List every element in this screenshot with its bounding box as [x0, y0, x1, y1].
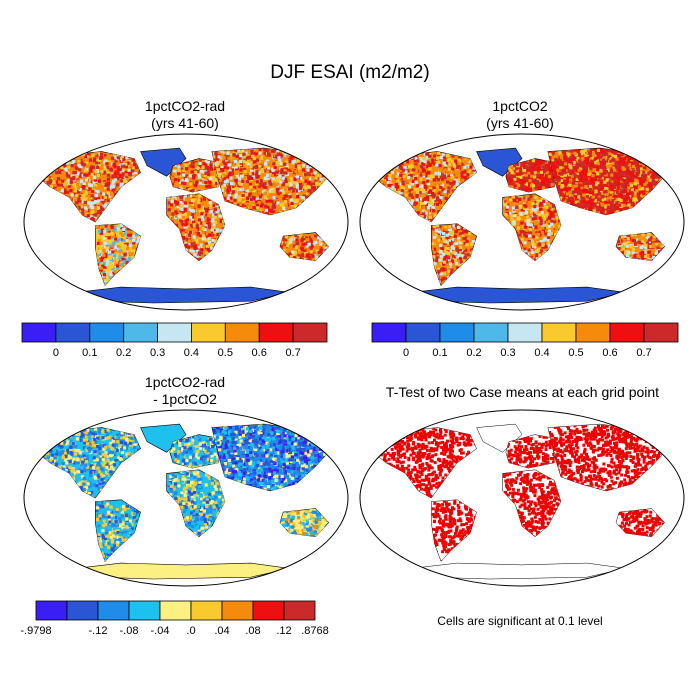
colorbar-box — [190, 600, 223, 621]
colorbar-tick-label: .0 — [186, 625, 195, 637]
colorbar-tick-label: 0.4 — [534, 347, 549, 359]
colorbar-box — [157, 322, 192, 343]
colorbar-2: 0 0.1 0.2 0.3 0.4 0.5 0.6 0.7 — [371, 322, 679, 359]
panel1-title-line2: (yrs 41-60) — [151, 115, 219, 131]
colorbar-tick-label: -.9798 — [20, 625, 51, 637]
colorbar-box — [55, 322, 91, 343]
map-border — [359, 409, 685, 587]
map-panel-1 — [23, 133, 349, 311]
colorbar-tick-label: .08 — [245, 625, 260, 637]
map-border — [23, 133, 349, 311]
colorbar-box — [97, 600, 130, 621]
colorbar-box — [541, 322, 577, 343]
colorbar-tick-label: -.04 — [151, 625, 170, 637]
panel2-title-line2: (yrs 41-60) — [486, 115, 554, 131]
map-panel-2 — [359, 133, 685, 311]
colorbar-box — [258, 322, 294, 343]
significance-note: Cells are significant at 0.1 level — [437, 614, 603, 628]
colorbar-tick-label: .12 — [276, 625, 291, 637]
panel4-title-line1: T-Test of two Case means at each grid po… — [385, 384, 660, 400]
colorbar-box — [371, 322, 407, 343]
colorbar-box — [89, 322, 125, 343]
colorbar-tick-label: -.12 — [89, 625, 108, 637]
colorbar-tick-label: 0 — [403, 347, 409, 359]
colorbar-box — [283, 600, 316, 621]
figure-title: DJF ESAI (m2/m2) — [270, 62, 430, 83]
colorbar-box — [123, 322, 158, 343]
colorbar-tick-label: 0.6 — [602, 347, 617, 359]
colorbar-tick-label: .04 — [214, 625, 229, 637]
colorbar-box — [609, 322, 645, 343]
colorbar-tick-label: 0.7 — [285, 347, 300, 359]
map-border — [23, 409, 349, 587]
colorbar-box — [224, 322, 260, 343]
panel1-title-line1: 1pctCO2-rad — [144, 98, 226, 114]
colorbar-box — [128, 600, 161, 621]
colorbar-tick-label: 0.6 — [252, 347, 267, 359]
panel2-title: 1pctCO2 (yrs 41-60) — [360, 98, 680, 132]
map-panel-4 — [359, 409, 685, 587]
map-border — [359, 133, 685, 311]
colorbar-box — [159, 600, 192, 621]
panel3-title-line1: 1pctCO2-rad — [144, 374, 226, 390]
colorbar-tick-label: 0.5 — [218, 347, 233, 359]
colorbar-box — [292, 322, 328, 343]
colorbar-box — [21, 322, 57, 343]
colorbar-1: 0 0.1 0.2 0.3 0.4 0.5 0.6 0.7 — [21, 322, 328, 359]
colorbar-box — [252, 600, 285, 621]
colorbar-tick-label: 0.2 — [116, 347, 131, 359]
panel4-title: T-Test of two Case means at each grid po… — [350, 384, 695, 401]
colorbar-box — [35, 600, 68, 621]
colorbar-3: -.9798 -.12 -.08 -.04 .0 .04 .08 .12 .8768 — [20, 600, 329, 637]
panel3-title-line2: - 1pctCO2 — [153, 391, 217, 407]
colorbar-box — [221, 600, 254, 621]
panel1-title: 1pctCO2-rad (yrs 41-60) — [25, 98, 345, 132]
colorbar-box — [405, 322, 441, 343]
colorbar-tick-label: 0.7 — [636, 347, 651, 359]
colorbar-box — [473, 322, 509, 343]
colorbar-box — [66, 600, 99, 621]
colorbar-tick-label: 0.1 — [432, 347, 447, 359]
colorbar-box — [190, 322, 226, 343]
colorbar-box — [643, 322, 679, 343]
colorbar-tick-label: 0.1 — [82, 347, 97, 359]
panel3-title: 1pctCO2-rad - 1pctCO2 — [25, 374, 345, 408]
colorbar-tick-label: 0.4 — [184, 347, 199, 359]
colorbar-tick-label: 0.5 — [568, 347, 583, 359]
colorbar-tick-label: .8768 — [301, 625, 329, 637]
map-panel-3 — [23, 409, 349, 587]
colorbar-box — [507, 322, 543, 343]
colorbar-tick-label: 0 — [53, 347, 59, 359]
colorbar-tick-label: -.08 — [120, 625, 139, 637]
colorbar-tick-label: 0.3 — [500, 347, 515, 359]
colorbar-box — [575, 322, 611, 343]
panel2-title-line1: 1pctCO2 — [492, 98, 548, 114]
colorbar-tick-label: 0.2 — [466, 347, 481, 359]
colorbar-box — [439, 322, 475, 343]
colorbar-tick-label: 0.3 — [150, 347, 165, 359]
